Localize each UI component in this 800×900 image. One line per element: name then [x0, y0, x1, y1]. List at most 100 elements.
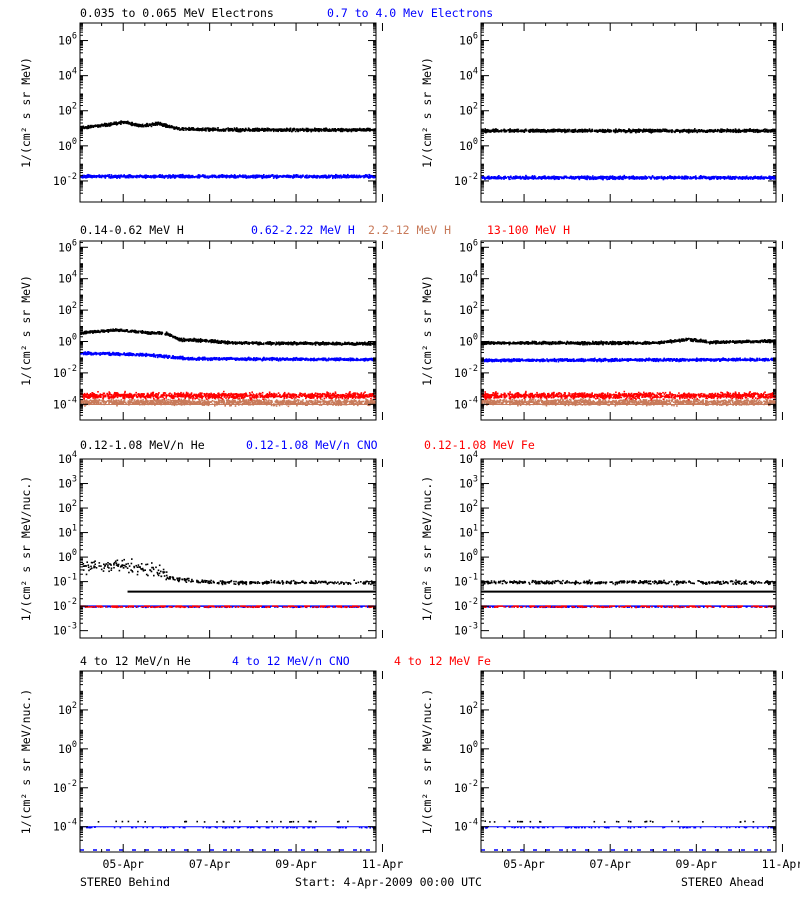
- data-point: [630, 129, 632, 132]
- data-point: [169, 176, 172, 178]
- data-point: [694, 128, 696, 130]
- data-point: [540, 177, 542, 179]
- data-point: [749, 130, 751, 133]
- legend-label: 4 to 12 MeV Fe: [394, 654, 491, 668]
- data-point: [209, 128, 212, 130]
- data-point: [605, 130, 607, 132]
- data-point: [600, 129, 603, 132]
- data-point: [180, 128, 183, 130]
- data-point: [549, 129, 551, 132]
- data-point: [624, 131, 627, 134]
- data-point: [503, 177, 505, 180]
- data-point: [128, 121, 131, 124]
- data-point: [237, 175, 239, 178]
- data-point: [319, 175, 322, 178]
- data-point: [695, 129, 698, 132]
- data-point: [568, 177, 571, 180]
- data-point: [578, 177, 580, 180]
- data-point: [543, 130, 546, 133]
- data-point: [131, 121, 133, 124]
- data-point: [258, 130, 261, 132]
- data-point: [249, 175, 252, 178]
- data-point: [722, 129, 724, 131]
- data-point: [710, 130, 712, 133]
- data-point: [362, 129, 365, 132]
- data-point: [609, 131, 611, 133]
- data-point: [149, 124, 152, 127]
- data-point: [357, 176, 359, 179]
- data-point: [656, 128, 659, 131]
- data-point: [86, 126, 89, 128]
- data-point: [272, 177, 275, 179]
- data-point: [617, 176, 620, 178]
- data-point: [251, 176, 254, 178]
- data-point: [245, 128, 247, 131]
- data-point: [289, 175, 291, 177]
- data-point: [183, 129, 185, 131]
- data-point: [235, 176, 237, 178]
- data-point: [314, 130, 317, 132]
- data-point: [233, 127, 236, 129]
- data-point: [651, 131, 653, 133]
- data-point: [513, 177, 516, 180]
- data-point: [732, 129, 734, 132]
- data-point: [706, 131, 709, 133]
- data-point: [726, 128, 729, 130]
- data-point: [114, 122, 116, 124]
- data-point: [297, 176, 300, 178]
- data-point: [328, 174, 330, 177]
- data-point: [185, 129, 187, 131]
- data-point: [491, 176, 493, 179]
- data-point: [197, 128, 200, 130]
- data-point: [734, 128, 737, 130]
- data-point: [148, 124, 151, 127]
- data-point: [301, 175, 304, 177]
- data-point: [84, 126, 86, 129]
- data-point: [647, 130, 649, 132]
- data-point: [596, 177, 598, 180]
- data-point: [571, 129, 573, 132]
- data-point: [368, 129, 371, 131]
- data-point: [614, 178, 616, 181]
- data-point: [224, 176, 226, 178]
- data-point: [606, 130, 609, 132]
- data-point: [125, 122, 127, 124]
- data-point: [355, 130, 357, 132]
- data-point: [369, 176, 371, 179]
- data-point: [211, 176, 214, 179]
- data-point: [333, 128, 335, 130]
- data-point: [534, 177, 537, 179]
- data-point: [621, 129, 624, 132]
- data-point: [717, 129, 719, 131]
- data-point: [305, 175, 308, 177]
- data-point: [509, 176, 512, 178]
- data-point: [148, 123, 151, 126]
- data-point: [509, 128, 511, 130]
- data-point: [607, 178, 610, 180]
- data-point: [350, 174, 353, 177]
- data-point: [295, 175, 297, 177]
- data-point: [166, 124, 168, 126]
- data-point: [324, 174, 326, 177]
- data-point: [201, 129, 203, 132]
- data-point: [578, 130, 580, 133]
- data-point: [311, 128, 313, 131]
- legend-label: 0.035 to 0.065 MeV Electrons: [80, 6, 274, 20]
- data-point: [87, 124, 89, 127]
- data-point: [329, 174, 332, 177]
- data-point: [644, 175, 647, 177]
- data-point: [690, 177, 692, 179]
- data-point: [198, 129, 201, 132]
- data-point: [96, 124, 99, 126]
- data-point: [557, 128, 560, 131]
- data-point: [760, 176, 762, 178]
- data-point: [341, 130, 344, 133]
- data-point: [281, 130, 284, 132]
- data-point: [329, 129, 331, 132]
- data-point: [773, 175, 775, 178]
- data-point: [369, 129, 372, 132]
- data-point: [90, 175, 92, 178]
- data-point: [546, 177, 549, 179]
- data-point: [748, 176, 751, 179]
- data-point: [285, 130, 287, 132]
